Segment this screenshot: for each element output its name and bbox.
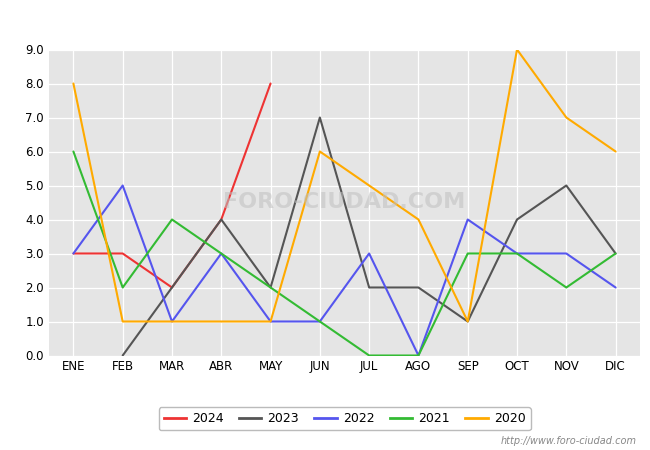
Text: FORO-CIUDAD.COM: FORO-CIUDAD.COM bbox=[224, 193, 465, 212]
Legend: 2024, 2023, 2022, 2021, 2020: 2024, 2023, 2022, 2021, 2020 bbox=[159, 407, 530, 430]
Text: Matriculaciones de Vehiculos en Etxarri Aranatz: Matriculaciones de Vehiculos en Etxarri … bbox=[127, 11, 523, 29]
Text: http://www.foro-ciudad.com: http://www.foro-ciudad.com bbox=[501, 436, 637, 446]
